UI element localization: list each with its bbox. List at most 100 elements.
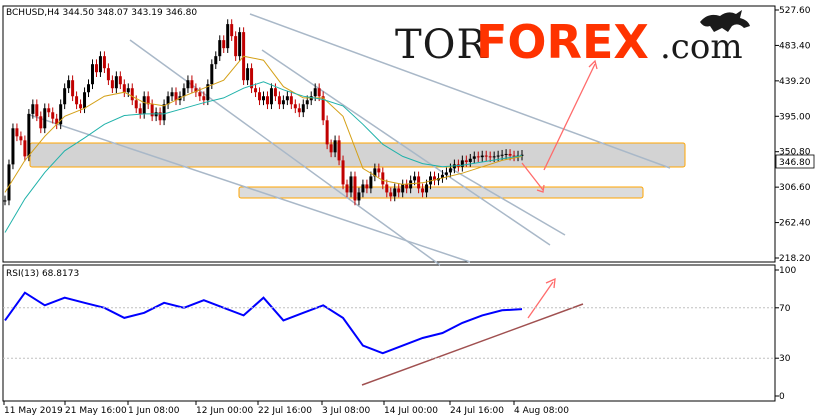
- candle: [353, 171, 357, 206]
- candle: [238, 27, 242, 61]
- candle: [35, 99, 39, 122]
- candle: [138, 103, 142, 119]
- y-tick-label: 483.40: [779, 41, 811, 51]
- rsi-panel: [2, 264, 776, 402]
- candle: [146, 91, 150, 110]
- candle: [341, 155, 345, 190]
- x-tick-label: 12 Jun 00:00: [196, 406, 253, 416]
- candle: [405, 179, 409, 194]
- candle: [337, 135, 341, 166]
- ma-slow-line: [4, 81, 523, 233]
- candle: [3, 195, 7, 206]
- candle: [214, 51, 218, 69]
- torforex-logo: TOR FOREX .com: [395, 10, 750, 69]
- candle: [222, 35, 226, 53]
- candle: [110, 75, 114, 94]
- candle: [67, 75, 71, 94]
- candle: [94, 59, 98, 78]
- candle: [90, 59, 94, 90]
- y-tick-label: 439.20: [779, 77, 811, 87]
- support-zone: [238, 186, 644, 199]
- current-price-box: [775, 154, 815, 169]
- candle: [47, 103, 51, 118]
- candle: [325, 115, 329, 150]
- candle: [460, 155, 464, 172]
- rsi-line: [4, 291, 523, 355]
- candle: [19, 131, 23, 146]
- candle: [71, 75, 75, 102]
- candle: [381, 167, 385, 190]
- candle: [345, 179, 349, 198]
- candle: [98, 51, 102, 78]
- x-tick-label: 14 Jul 00:00: [384, 406, 438, 416]
- current-price-label: 346.80: [779, 158, 811, 168]
- y-tick-label: 262.40: [779, 219, 811, 229]
- candle: [75, 91, 79, 110]
- logo-forex: FOREX: [476, 15, 649, 69]
- candle: [11, 123, 15, 170]
- candle: [297, 103, 301, 118]
- candle: [170, 87, 174, 102]
- candle: [174, 87, 178, 106]
- candle: [15, 123, 19, 142]
- candle: [369, 171, 373, 194]
- candle: [333, 135, 337, 158]
- candle: [293, 99, 297, 114]
- candle: [440, 169, 444, 183]
- candle: [321, 91, 325, 126]
- candle: [349, 171, 353, 198]
- candle: [281, 95, 285, 110]
- bull-bear-icon: [700, 10, 750, 32]
- candle: [433, 171, 437, 186]
- x-tick-label: 1 Jun 08:00: [128, 406, 180, 416]
- candle: [397, 183, 401, 198]
- candle: [520, 149, 524, 161]
- y-tick-label: 527.60: [779, 6, 811, 16]
- candle: [130, 83, 134, 106]
- trendlines: [29, 13, 671, 266]
- candle: [234, 31, 238, 61]
- candle: [277, 91, 281, 110]
- candle: [162, 99, 166, 126]
- candle: [7, 159, 11, 206]
- candle: [186, 75, 190, 94]
- x-tick-label: 22 Jul 16:00: [258, 406, 312, 416]
- candle: [206, 79, 210, 106]
- candle: [444, 167, 448, 180]
- candle: [59, 99, 63, 130]
- candle: [39, 111, 43, 134]
- candle: [55, 113, 59, 130]
- logo-com: .com: [660, 27, 743, 67]
- candle: [409, 175, 413, 194]
- candle: [512, 150, 516, 162]
- candle: [269, 83, 273, 110]
- x-tick-label: 11 May 2019: [4, 406, 63, 416]
- candle: [182, 83, 186, 102]
- candle: [476, 151, 480, 162]
- rsi-tick-label: 100: [779, 266, 796, 276]
- axis-layer: 527.60 483.40 439.20 395.00 350.80 306.60 262.…: [3, 6, 811, 416]
- symbol-header: BCHUSD,H4 344.50 348.07 343.19 346.80: [6, 8, 197, 18]
- rsi-header: RSI(13) 68.8173: [6, 269, 79, 279]
- candle: [385, 179, 389, 198]
- candle: [246, 63, 250, 86]
- candle: [102, 51, 106, 74]
- candle: [329, 139, 333, 158]
- x-tick-label: 21 May 16:00: [65, 406, 127, 416]
- candle: [250, 63, 254, 94]
- candle: [190, 75, 194, 94]
- candle: [472, 151, 476, 164]
- candle: [258, 87, 262, 106]
- candle: [122, 79, 126, 98]
- candle: [452, 159, 456, 174]
- candle: [262, 91, 265, 106]
- candle: [230, 19, 234, 41]
- rsi-tick-label: 30: [779, 354, 791, 364]
- candle: [150, 99, 154, 122]
- rsi-tick-label: 70: [779, 304, 791, 314]
- candle: [31, 99, 35, 119]
- x-tick-label: 3 Jul 08:00: [322, 406, 371, 416]
- price-panel: [2, 5, 776, 263]
- rsi-support-line: [361, 303, 584, 386]
